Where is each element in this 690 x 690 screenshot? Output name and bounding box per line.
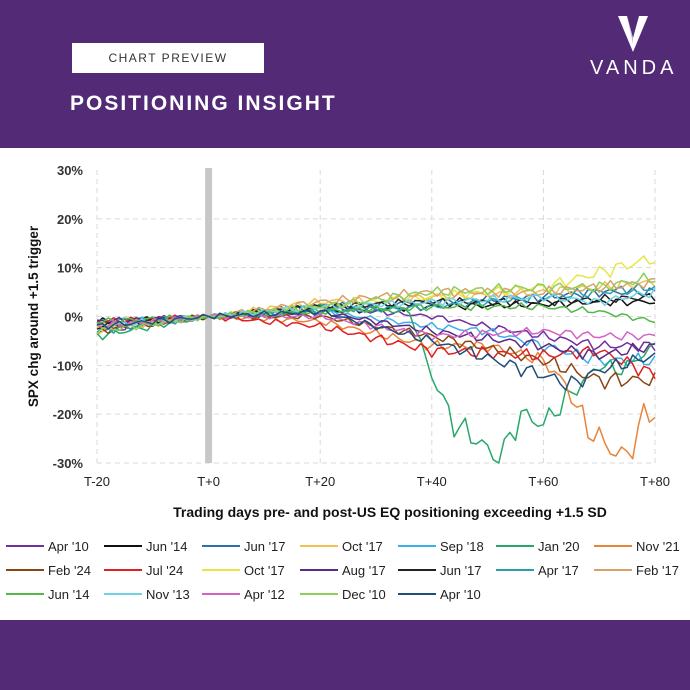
legend-swatch	[104, 569, 142, 571]
legend-label: Jun '14	[146, 538, 188, 554]
x-tick-label: T-20	[84, 474, 110, 489]
legend-label: Nov '13	[146, 586, 190, 602]
legend-label: Jun '17	[440, 562, 482, 578]
legend-swatch	[496, 545, 534, 547]
legend-item: Apr '10	[398, 585, 481, 603]
series-line-7	[96, 313, 656, 460]
legend-label: Apr '10	[48, 538, 89, 554]
legend-label: Dec '10	[342, 586, 386, 602]
y-tick-label: -20%	[53, 407, 84, 422]
legend-item: Jun '17	[202, 537, 286, 555]
legend-item: Sep '18	[398, 537, 484, 555]
legend-label: Oct '17	[342, 538, 383, 554]
legend-swatch	[398, 569, 436, 571]
legend-swatch	[202, 545, 240, 547]
x-tick-label: T+80	[640, 474, 670, 489]
legend-label: Jun '14	[48, 586, 90, 602]
y-tick-label: 20%	[57, 212, 83, 227]
x-tick-label: T+40	[417, 474, 447, 489]
legend-item: Nov '13	[104, 585, 190, 603]
series-line-18	[96, 272, 656, 335]
legend-label: Jun '17	[244, 538, 286, 554]
page-title: POSITIONING INSIGHT	[70, 92, 337, 115]
legend-item: Jan '20	[496, 537, 580, 555]
line-chart: 30% 20% 10% 0% -10% -20% -30%T-20 T+0 T+20 T+40 T+…	[26, 163, 670, 520]
legend-swatch	[104, 545, 142, 547]
legend-swatch	[398, 593, 436, 595]
legend-label: Aug '17	[342, 562, 386, 578]
legend-swatch	[6, 569, 44, 571]
legend-item: Apr '12	[202, 585, 285, 603]
series-line-19	[96, 309, 656, 391]
legend-swatch	[6, 593, 44, 595]
legend-label: Nov '21	[636, 538, 680, 554]
legend-item: Nov '21	[594, 537, 680, 555]
y-tick-label: -30%	[53, 456, 84, 471]
legend-swatch	[594, 569, 632, 571]
legend-swatch	[496, 569, 534, 571]
legend-label: Apr '10	[440, 586, 481, 602]
legend-swatch	[202, 593, 240, 595]
legend-label: Sep '18	[440, 538, 484, 554]
legend-item: Oct '17	[202, 561, 285, 579]
legend-item: Aug '17	[300, 561, 386, 579]
vanda-logo: VANDA	[590, 14, 676, 80]
legend-label: Feb '24	[48, 562, 91, 578]
legend-item: Feb '24	[6, 561, 91, 579]
series-line-15	[96, 302, 656, 325]
legend-item: Oct '17	[300, 537, 383, 555]
y-tick-label: 10%	[57, 261, 83, 276]
legend-item: Apr '10	[6, 537, 89, 555]
legend-item: Jun '17	[398, 561, 482, 579]
legend-swatch	[6, 545, 44, 547]
legend-label: Feb '17	[636, 562, 679, 578]
legend-swatch	[398, 545, 436, 547]
legend-item: Jul '24	[104, 561, 183, 579]
legend-label: Jul '24	[146, 562, 184, 578]
legend-item: Jun '14	[6, 585, 90, 603]
chart-preview-badge: CHART PREVIEW	[72, 43, 264, 73]
y-tick-label: 0%	[64, 310, 83, 325]
legend-swatch	[594, 545, 632, 547]
x-tick-label: T+0	[197, 474, 220, 489]
legend-item: Apr '17	[496, 561, 579, 579]
legend-item: Jun '14	[104, 537, 188, 555]
x-axis-label: Trading days pre- and post-US EQ positio…	[173, 504, 607, 520]
legend-swatch	[300, 569, 338, 571]
x-tick-label: T+60	[528, 474, 558, 489]
legend-item: Feb '17	[594, 561, 679, 579]
legend-swatch	[300, 593, 338, 595]
logo-text: VANDA	[590, 57, 678, 79]
legend-label: Jan '20	[538, 538, 580, 554]
legend-label: Apr '17	[538, 562, 579, 578]
y-axis-label: SPX chg around +1.5 trigger	[26, 225, 41, 407]
legend-swatch	[300, 545, 338, 547]
legend-swatch	[104, 593, 142, 595]
legend-item: Dec '10	[300, 585, 386, 603]
y-tick-label: 30%	[57, 163, 83, 178]
legend-label: Apr '12	[244, 586, 285, 602]
y-tick-label: -10%	[53, 358, 84, 373]
chart-panel: 30% 20% 10% 0% -10% -20% -30% T-20 T+0 T+20 T+40 T+…	[0, 148, 690, 620]
legend-label: Oct '17	[244, 562, 285, 578]
legend-swatch	[202, 569, 240, 571]
x-tick-label: T+20	[305, 474, 335, 489]
v-mark-icon	[618, 16, 648, 52]
